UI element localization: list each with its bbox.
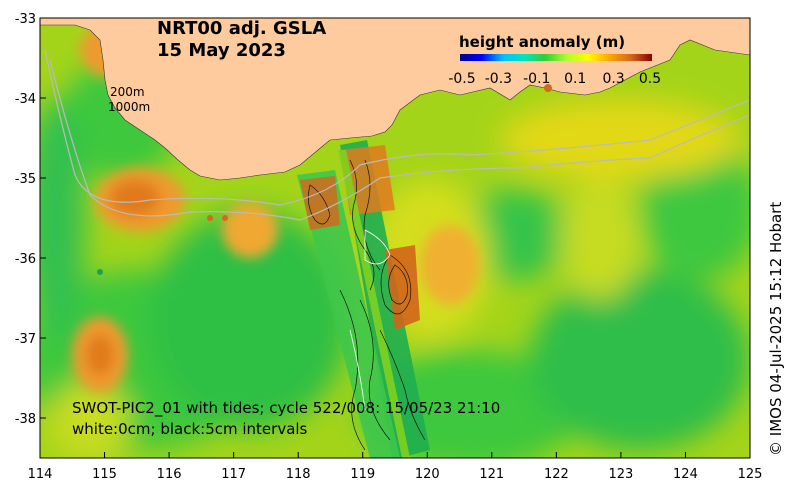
anomaly-high-west-core [110, 180, 160, 216]
coastal-dots [97, 84, 552, 275]
contour-2 [363, 159, 381, 271]
x-tick-label: 122 [544, 467, 569, 482]
anomaly-yellow-south [50, 380, 130, 458]
legend-tick-label: 0.1 [564, 71, 586, 87]
swath-right [297, 170, 400, 458]
isobath-lines [44, 49, 750, 221]
coastal-dot [544, 84, 552, 92]
anomaly-high-mid [222, 202, 278, 258]
zero-contour-1 [364, 229, 391, 265]
x-tick-label: 120 [415, 467, 440, 482]
y-tick-label: -34 [15, 92, 36, 107]
map-title-line1: NRT00 adj. GSLA [157, 18, 326, 39]
y-tick-label: -37 [15, 332, 36, 347]
isobath-label-1000m: 1000m [108, 100, 150, 114]
contour-5 [308, 184, 331, 225]
zero-contour-2 [349, 329, 366, 411]
swath-left [340, 140, 430, 458]
x-tick-label: 115 [92, 467, 117, 482]
y-tick-label: -38 [15, 412, 36, 427]
swath-zero-contours [349, 229, 391, 411]
contour-3 [388, 264, 408, 305]
contour-6 [359, 299, 391, 441]
x-tick-label: 117 [221, 467, 246, 482]
contour-4 [380, 254, 412, 315]
swath-contours [308, 159, 426, 451]
x-tick-label: 121 [479, 467, 504, 482]
coastal-dot [97, 269, 103, 275]
plot-frame [39, 17, 751, 459]
swot-note-line1: SWOT-PIC2_01 with tides; cycle 522/008: … [72, 399, 500, 418]
isobath-label-200m: 200m [110, 85, 145, 99]
anomaly-high-center [420, 225, 480, 305]
legend-tick-label: -0.5 [448, 71, 475, 87]
anomaly-green-southeast [530, 270, 750, 450]
color-legend: height anomaly (m) -0.5 -0.3 -0.1 0.1 0.3 0.5 [448, 33, 661, 87]
coastal-dot [207, 215, 213, 221]
y-tick-label: -35 [15, 172, 36, 187]
isobath-200m [44, 49, 750, 206]
x-tick-label: 114 [28, 467, 53, 482]
plot-area [40, 18, 750, 458]
x-tick-label: 124 [673, 467, 698, 482]
legend-tick-label: 0.5 [639, 71, 661, 87]
anomaly-yellow-east [560, 180, 640, 300]
swath-gap [338, 150, 410, 458]
contour-8 [379, 329, 426, 441]
legend-tick-label: 0.3 [602, 71, 624, 87]
anomaly-high-southwest-core [86, 335, 114, 375]
x-axis: 114 115 116 117 118 119 120 121 122 123 124 125 [28, 452, 763, 482]
x-tick-label: 116 [157, 467, 182, 482]
anomaly-yellow-north [500, 100, 740, 180]
coastal-dot [222, 215, 228, 221]
x-tick-label: 118 [286, 467, 311, 482]
imos-credit: © IMOS 04-Jul-2025 15:12 Hobart [767, 202, 785, 456]
legend-tick-label: -0.3 [485, 71, 512, 87]
y-tick-label: -33 [15, 12, 36, 27]
isobath-1000m [49, 59, 750, 221]
legend-colorbar [460, 54, 652, 61]
swot-note-line2: white:0cm; black:5cm intervals [72, 420, 308, 438]
legend-tick-label: -0.1 [523, 71, 550, 87]
x-tick-label: 125 [738, 467, 763, 482]
x-tick-label: 119 [350, 467, 375, 482]
contour-7 [339, 289, 366, 451]
y-tick-label: -36 [15, 252, 36, 267]
x-tick-label: 123 [608, 467, 633, 482]
anomaly-green-south [150, 210, 350, 430]
legend-ticks: -0.5 -0.3 -0.1 0.1 0.3 0.5 [448, 71, 661, 87]
map-title-line2: 15 May 2023 [157, 40, 286, 61]
y-axis: -33 -34 -35 -36 -37 -38 [15, 12, 46, 427]
contour-1 [349, 159, 375, 291]
swot-swath [297, 140, 430, 458]
legend-title: height anomaly (m) [459, 33, 625, 51]
anomaly-green-west [40, 100, 85, 340]
